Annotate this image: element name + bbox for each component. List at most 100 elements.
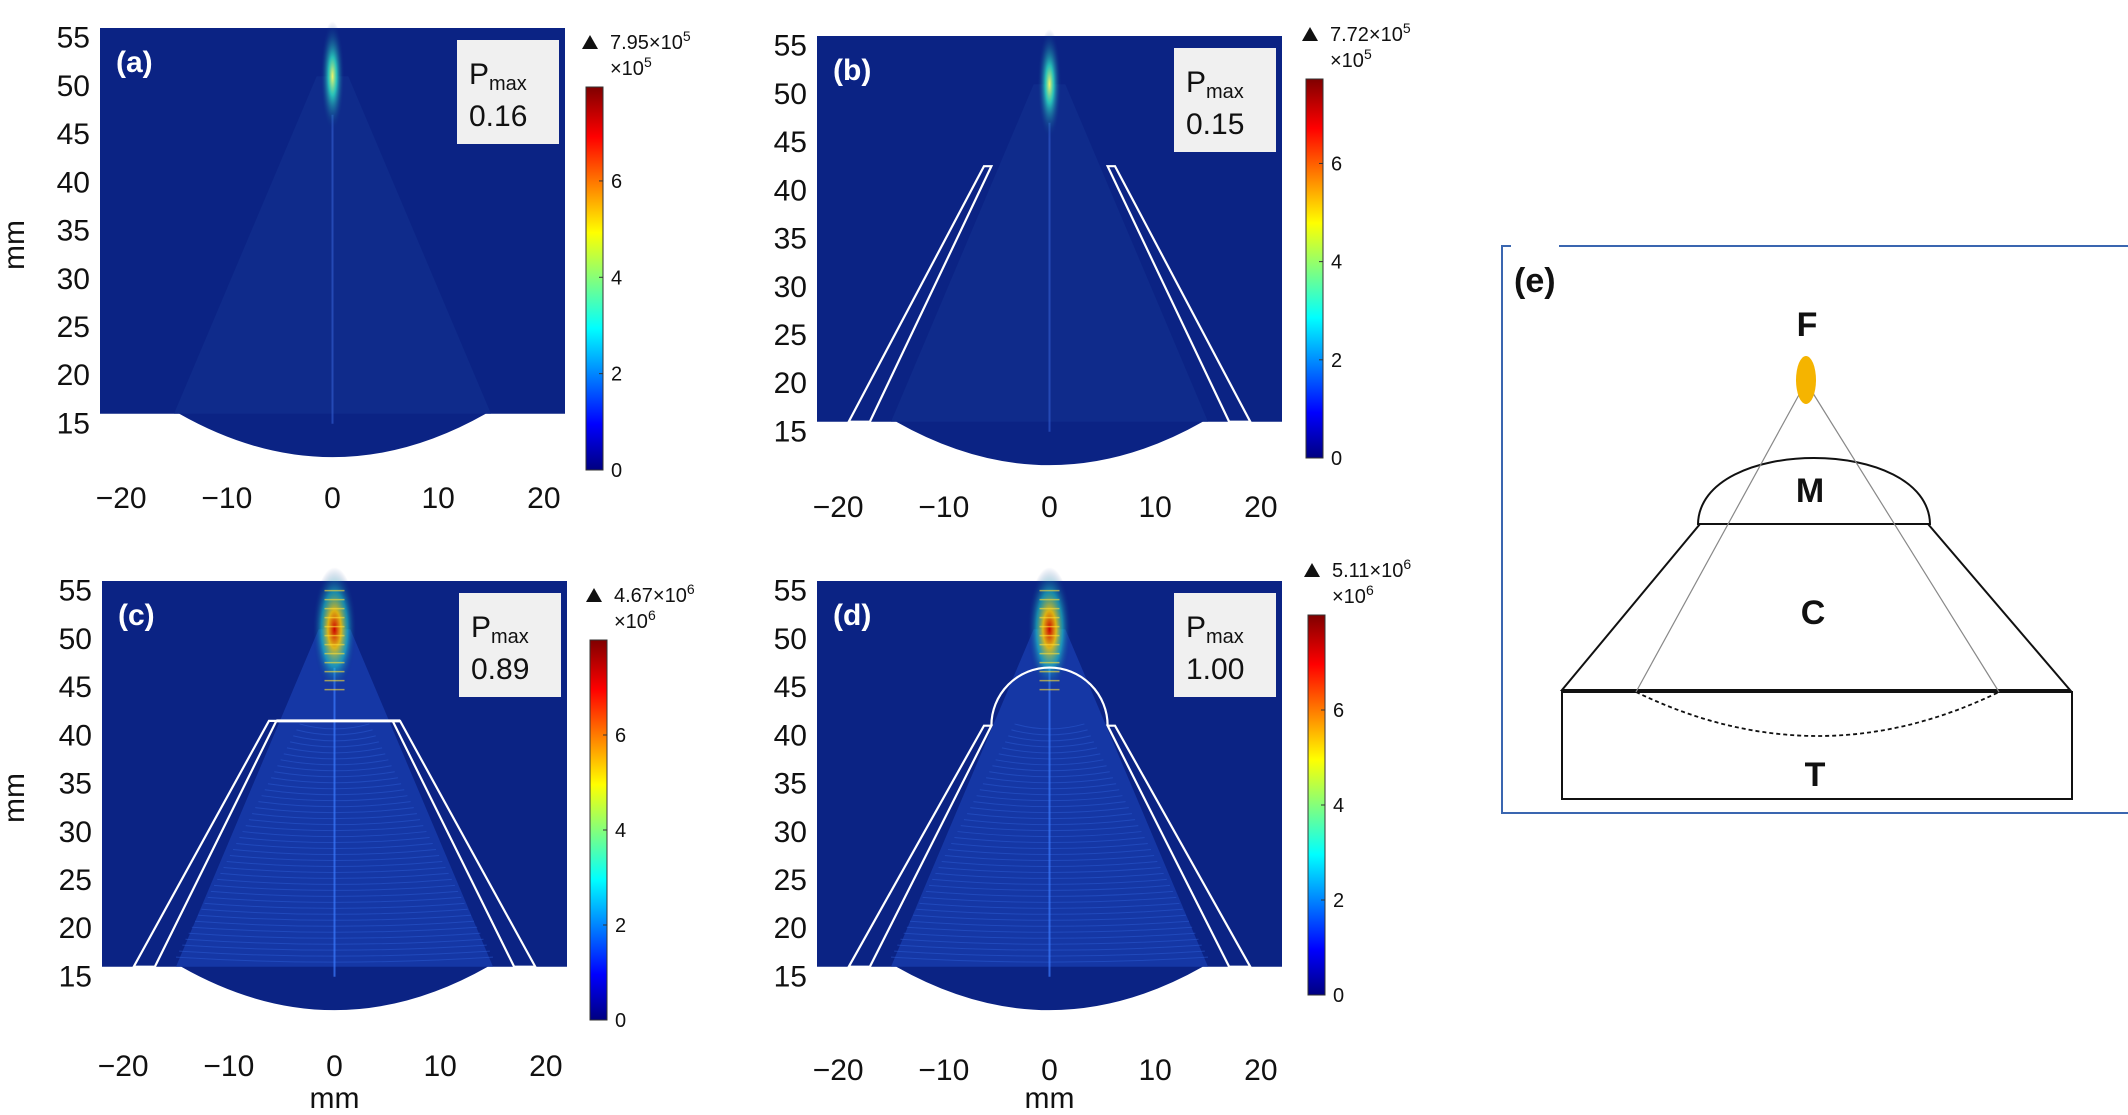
colorbar-unit-exp: 5 — [1364, 46, 1372, 62]
transducer-curve — [1635, 691, 2000, 737]
x-tick-label: 20 — [1244, 491, 1277, 524]
y-tick-label: 30 — [57, 263, 90, 296]
colorbar-tick-label: 4 — [1333, 795, 1344, 817]
schematic-label-gap — [1511, 238, 1559, 258]
beam-line-left — [1635, 381, 1807, 693]
y-tick-label: 35 — [774, 223, 807, 256]
y-tick-label: 50 — [774, 78, 807, 111]
focal-spot — [1037, 29, 1062, 140]
y-tick-label: 20 — [774, 912, 807, 945]
y-tick-label: 45 — [59, 671, 92, 704]
focal-spot — [312, 567, 357, 692]
colorbar-max-label: 7.72×105 — [1330, 20, 1411, 46]
x-axis-label: mm — [1025, 1082, 1075, 1115]
colorbar-max-exp: 6 — [1403, 556, 1411, 572]
y-tick-label: 30 — [774, 271, 807, 304]
y-tick-label: 15 — [774, 960, 807, 993]
focal-spot — [320, 21, 345, 132]
pmax-subscript: max — [491, 626, 529, 648]
focus-F-marker — [1796, 356, 1816, 404]
y-tick-label: 55 — [774, 575, 807, 608]
colorbar-tick-label: 2 — [1331, 350, 1342, 372]
pmax-subscript: max — [489, 73, 527, 95]
x-tick-label: 20 — [529, 1050, 562, 1083]
colorbar-tick-label: 6 — [1333, 700, 1344, 722]
x-tick-label: 10 — [421, 482, 454, 515]
y-tick-label: 40 — [774, 174, 807, 207]
y-tick-label: 35 — [57, 215, 90, 248]
x-axis-label: mm — [310, 1082, 360, 1115]
colorbar-max-marker — [1304, 563, 1320, 577]
x-tick-label: 10 — [423, 1050, 456, 1083]
y-tick-label: 15 — [774, 415, 807, 448]
x-tick-label: −10 — [918, 491, 969, 524]
colorbar-tick-label: 4 — [1331, 252, 1342, 274]
y-tick-label: 25 — [59, 864, 92, 897]
pmax-value: 0.16 — [469, 100, 527, 133]
pmax-box — [1174, 48, 1276, 152]
schematic-label-C: C — [1801, 594, 1826, 632]
x-tick-label: 10 — [1138, 491, 1171, 524]
y-tick-label: 40 — [57, 166, 90, 199]
y-tick-label: 50 — [59, 623, 92, 656]
y-tick-label: 35 — [774, 768, 807, 801]
x-tick-label: −10 — [918, 1054, 969, 1087]
membrane-dome — [990, 666, 1109, 726]
colorbar-max-exp: 5 — [683, 28, 691, 44]
transducer-T-shape — [1561, 691, 2073, 800]
colorbar-tick-label: 0 — [615, 1010, 626, 1032]
colorbar-unit: ×105 — [610, 54, 652, 80]
colorbar — [585, 86, 604, 471]
colorbar-tick-label: 0 — [611, 460, 622, 482]
colorbar-unit-exp: 6 — [648, 607, 656, 623]
colorbar-tick-label: 6 — [615, 725, 626, 747]
y-tick-label: 15 — [59, 960, 92, 993]
pmax-subscript: max — [1206, 626, 1244, 648]
colorbar-max-marker — [586, 588, 602, 602]
schematic-panel-label: (e) — [1514, 262, 1556, 300]
x-tick-label: −20 — [98, 1050, 149, 1083]
cone-wall-right — [1105, 724, 1253, 968]
cone-wall-left — [846, 165, 994, 423]
x-tick-label: 20 — [1244, 1054, 1277, 1087]
colorbar-max-marker — [1302, 27, 1318, 41]
pmax-value: 1.00 — [1186, 653, 1244, 686]
x-tick-label: 0 — [1041, 1054, 1058, 1087]
colorbar-tick-label: 0 — [1331, 448, 1342, 470]
x-tick-label: −10 — [203, 1050, 254, 1083]
focal-spot — [1027, 567, 1072, 692]
pmax-subscript: max — [1206, 81, 1244, 103]
colorbar-tick-label: 4 — [611, 267, 622, 289]
y-tick-label: 25 — [774, 319, 807, 352]
pmax-box — [1174, 593, 1276, 697]
colorbar-unit: ×106 — [1332, 582, 1374, 608]
x-tick-label: 0 — [324, 482, 341, 515]
colorbar-max-label: 5.11×106 — [1332, 556, 1411, 582]
x-tick-label: −20 — [813, 491, 864, 524]
panel-label: (c) — [118, 599, 155, 632]
pmax-box — [459, 593, 561, 697]
membrane-M-shape — [1696, 457, 1932, 525]
y-tick-label: 55 — [774, 30, 807, 63]
x-tick-label: −20 — [813, 1054, 864, 1087]
y-tick-label: 20 — [774, 367, 807, 400]
pmax-value: 0.89 — [471, 653, 529, 686]
y-tick-label: 45 — [774, 126, 807, 159]
y-tick-label: 20 — [57, 359, 90, 392]
cone-wall-left — [846, 724, 994, 968]
colorbar-unit: ×106 — [614, 607, 656, 633]
pmax-box — [457, 40, 559, 144]
colorbar-unit-exp: 6 — [1366, 582, 1374, 598]
x-tick-label: 0 — [326, 1050, 343, 1083]
y-tick-label: 45 — [774, 671, 807, 704]
y-tick-label: 30 — [774, 816, 807, 849]
y-tick-label: 50 — [774, 623, 807, 656]
y-tick-label: 45 — [57, 118, 90, 151]
colorbar-tick-label: 0 — [1333, 985, 1344, 1007]
